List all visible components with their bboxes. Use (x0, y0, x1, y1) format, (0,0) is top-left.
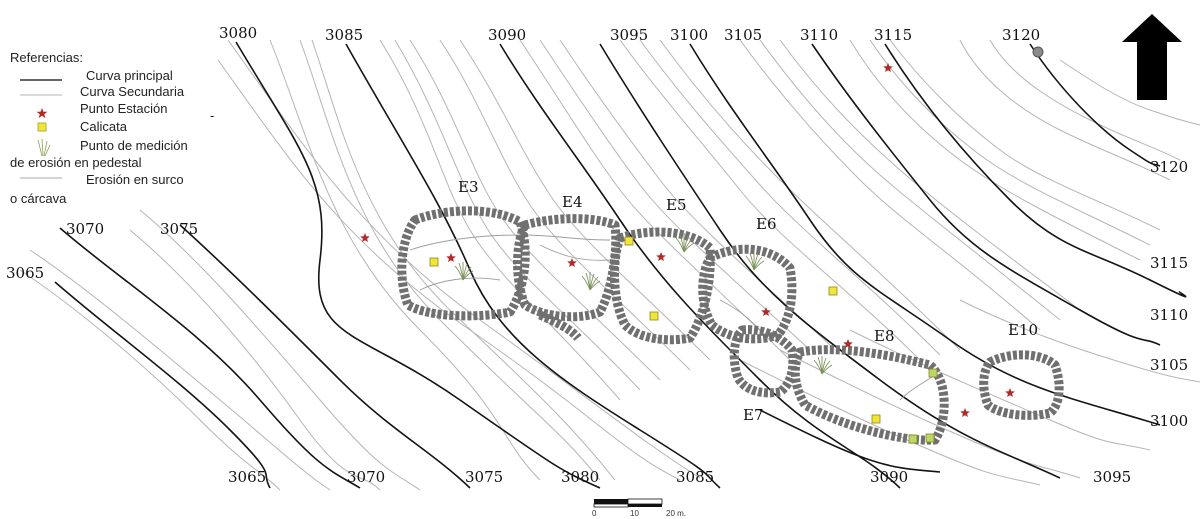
minor-contours (19, 39, 1201, 491)
station-points (360, 63, 1015, 417)
contour-label: 3090 (870, 468, 908, 486)
legend-item-label: Curva Secundaria (80, 84, 185, 99)
enclosure-label-e5: E5 (666, 196, 687, 214)
contour-label: 3100 (670, 26, 708, 44)
enclosure-e7 (729, 325, 798, 398)
boulder-marker (1032, 46, 1044, 58)
legend-dash: - (210, 108, 214, 123)
contour-label: 3110 (800, 26, 838, 44)
contour-label: 3080 (561, 468, 599, 486)
scale-tick-label: 20 m. (666, 509, 686, 518)
contour-label: 3075 (160, 220, 198, 238)
station-star-icon (843, 339, 853, 348)
grass-tuft-icon (745, 252, 765, 271)
left-contour-labels: 3070 3075 3065 (6, 220, 198, 282)
station-star-icon (360, 233, 370, 242)
enclosure-label-e8: E8 (874, 327, 895, 345)
grass-tuft-icon (813, 356, 833, 375)
enclosure-label-e6: E6 (756, 215, 777, 233)
pedestal-erosion-points (454, 234, 833, 375)
calicata-square-icon (828, 286, 838, 296)
yellow-square-icon (37, 122, 47, 132)
legend-item-label: Calicata (80, 119, 128, 134)
contour-label: 3120 (1150, 158, 1188, 176)
red-star-icon (36, 108, 48, 118)
enclosure-e10 (979, 350, 1064, 420)
station-star-icon (1005, 388, 1015, 397)
legend-item-label: de erosión en pedestal (10, 155, 142, 170)
contour-label: 3085 (676, 468, 714, 486)
calicata-points (429, 236, 938, 444)
scale-segment (627, 498, 663, 505)
contour-label: 3095 (1093, 468, 1131, 486)
station-star-icon (960, 408, 970, 417)
legend-title: Referencias: (10, 50, 83, 65)
enclosure-label-e7: E7 (743, 406, 764, 424)
contour-label: 3070 (347, 468, 385, 486)
legend-item-label: Punto Estación (80, 101, 167, 116)
right-contour-labels: 3120 3115 3110 3105 3100 (1150, 158, 1188, 430)
calicata-square-icon (908, 434, 918, 444)
legend-item-label: Curva principal (86, 68, 173, 83)
enclosure-label-e10: E10 (1008, 321, 1038, 339)
calicata-square-icon (649, 311, 659, 321)
contour-label: 3065 (228, 468, 266, 486)
legend: Referencias: Curva principal Curva Secun… (10, 50, 214, 206)
north-arrow-icon (1122, 14, 1182, 100)
contour-label: 3070 (66, 220, 104, 238)
contour-label: 3105 (1150, 356, 1188, 374)
enclosure-e6 (698, 244, 797, 344)
calicata-square-icon (871, 414, 881, 424)
contour-label: 3115 (874, 26, 912, 44)
enclosure-label-e4: E4 (562, 193, 583, 211)
grass-tuft-icon (675, 234, 695, 253)
contour-label: 3085 (325, 26, 363, 44)
enclosure-labels: E3 E4 E5 E6 E7 E8 E10 (458, 178, 1038, 424)
enclosure-e3 (397, 206, 530, 321)
contour-label: 3095 (610, 26, 648, 44)
enclosure-label-e3: E3 (458, 178, 479, 196)
legend-item-label: Erosión en surco (86, 172, 184, 187)
grass-tuft-icon (37, 138, 51, 157)
contour-label: 3080 (219, 24, 257, 42)
scale-tick-label: 10 (630, 509, 639, 518)
enclosure-e5 (610, 227, 715, 345)
contour-label: 3090 (488, 26, 526, 44)
legend-item-label: Punto de medición (80, 138, 188, 153)
scale-segment (628, 504, 662, 507)
calicata-square-icon (925, 433, 935, 443)
contour-label: 3065 (6, 264, 44, 282)
station-star-icon (446, 253, 456, 262)
station-star-icon (883, 63, 893, 72)
scale-segment (593, 503, 629, 508)
contour-label: 3100 (1150, 412, 1188, 430)
calicata-square-icon (928, 368, 938, 378)
legend-item-label: o cárcava (10, 191, 67, 206)
grass-tuft-icon (581, 272, 601, 291)
major-contours (54, 41, 1187, 489)
contour-label: 3075 (465, 468, 503, 486)
bottom-contour-labels: 3065 3070 3075 3080 3085 3090 3095 (228, 468, 1131, 486)
contour-label: 3115 (1150, 254, 1188, 272)
enclosure-e8 (790, 345, 949, 445)
contour-label: 3105 (724, 26, 762, 44)
contour-label: 3110 (1150, 306, 1188, 324)
top-contour-labels: 3080 3085 3090 3095 3100 3105 3110 3115 … (219, 24, 1040, 44)
station-star-icon (761, 307, 771, 316)
enclosure-e4 (513, 214, 621, 322)
station-star-icon (567, 258, 577, 267)
grass-tuft-icon (454, 262, 474, 281)
calicata-square-icon (624, 236, 634, 246)
enclosure-e4-tail (538, 310, 582, 342)
station-star-icon (656, 252, 666, 261)
scale-segment (594, 499, 628, 504)
contour-label: 3120 (1002, 26, 1040, 44)
scale-tick-label: 0 (592, 509, 597, 518)
calicata-square-icon (429, 257, 439, 267)
stone-enclosures (397, 46, 1064, 445)
scale-bar: 0 10 20 m. (592, 498, 686, 518)
